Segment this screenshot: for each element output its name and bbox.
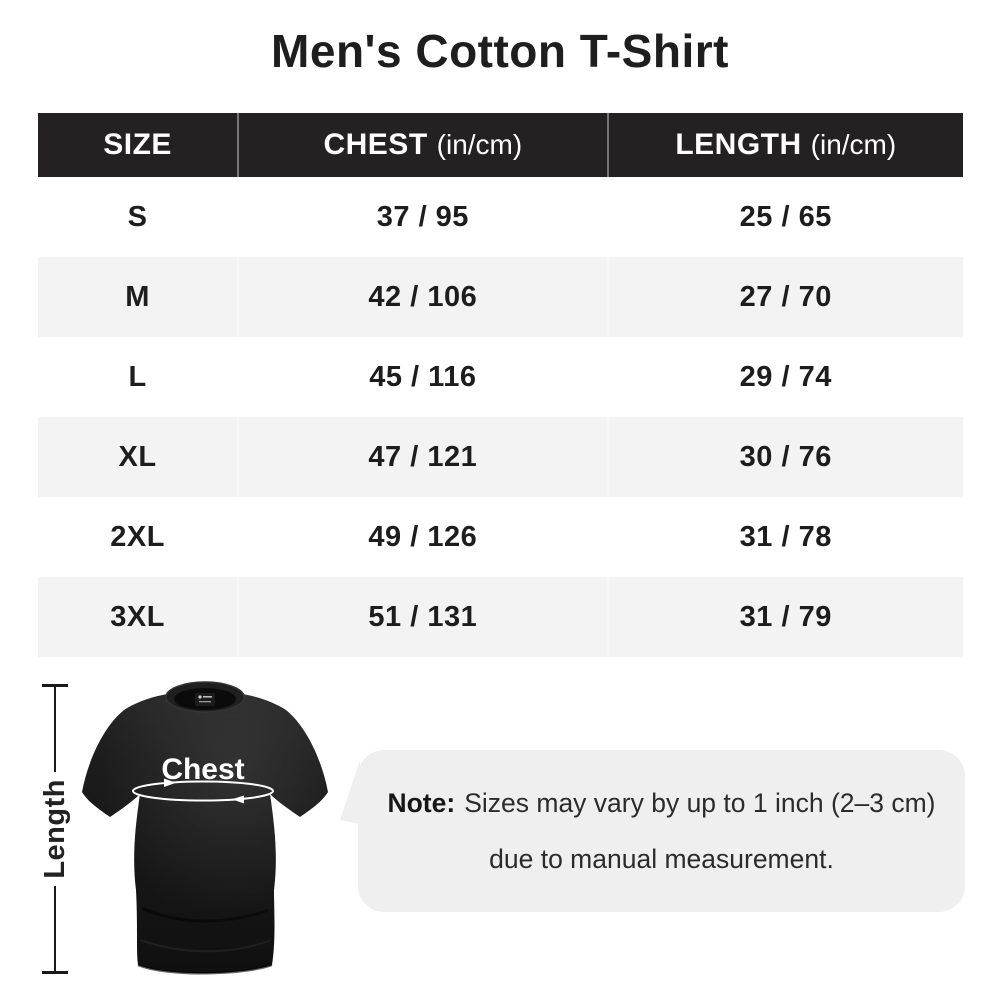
chest-cell: 51 / 131 [237, 577, 606, 657]
length-top-cap [42, 684, 68, 687]
length-cell: 27 / 70 [606, 257, 963, 337]
header-length-unit: (in/cm) [810, 129, 897, 160]
neck-label-text-mark [199, 701, 211, 703]
table-row: 3XL 51 / 131 31 / 79 [38, 577, 963, 657]
size-cell: M [125, 280, 150, 313]
length-cell: 25 / 65 [606, 177, 963, 257]
length-line-lower [53, 885, 57, 971]
size-cell: 3XL [110, 600, 165, 633]
tshirt-svg: Chest [82, 681, 328, 975]
size-cell: 2XL [110, 520, 165, 553]
length-cell: 30 / 76 [606, 417, 963, 497]
table-row: XL 47 / 121 30 / 76 [38, 417, 963, 497]
note-label: Note: [387, 787, 456, 818]
size-table: SIZE CHEST (in/cm) LENGTH (in/cm) S 37 /… [38, 113, 963, 657]
size-cell: XL [118, 440, 157, 473]
tshirt-wrinkle [139, 939, 272, 953]
header-size: SIZE [38, 113, 237, 177]
chest-cell: 47 / 121 [237, 417, 606, 497]
chest-cell: 45 / 116 [237, 337, 606, 417]
note-line-2: due to manual measurement. [489, 843, 834, 874]
page-title: Men's Cotton T-Shirt [271, 25, 729, 77]
chest-measure-arrow-icon [132, 778, 274, 804]
length-cell: 31 / 78 [606, 497, 963, 577]
length-cell: 29 / 74 [606, 337, 963, 417]
header-size-label: SIZE [103, 128, 172, 161]
tshirt-image: Chest [76, 678, 336, 980]
table-row: L 45 / 116 29 / 74 [38, 337, 963, 417]
length-measure-line: Length [38, 684, 71, 974]
neck-label [195, 693, 215, 706]
table-row: M 42 / 106 27 / 70 [38, 257, 963, 337]
note-text-1: Sizes may vary by up to 1 inch (2–3 cm) [464, 787, 936, 818]
header-length: LENGTH (in/cm) [606, 113, 963, 177]
chest-cell: 37 / 95 [237, 177, 606, 257]
table-body: S 37 / 95 25 / 65 M 42 / 106 27 / 70 L 4… [38, 177, 963, 657]
header-chest: CHEST (in/cm) [237, 113, 606, 177]
note-bubble: Note: Sizes may vary by up to 1 inch (2–3… [340, 750, 965, 912]
length-label: Length [38, 779, 71, 879]
tshirt-wrinkle [141, 906, 269, 923]
header-chest-label: CHEST [323, 128, 428, 161]
note-line-1: Note: Sizes may vary by up to 1 inch (2–3… [387, 788, 935, 819]
length-line-upper [53, 687, 57, 773]
size-cell: L [128, 360, 147, 393]
chest-cell: 42 / 106 [237, 257, 606, 337]
header-chest-unit: (in/cm) [436, 129, 523, 160]
size-cell: S [127, 200, 148, 233]
note-bubble-tail [340, 760, 360, 824]
table-header-row: SIZE CHEST (in/cm) LENGTH (in/cm) [38, 113, 963, 177]
chest-cell: 49 / 126 [237, 497, 606, 577]
tshirt-hem-seam [137, 963, 273, 975]
table-row: S 37 / 95 25 / 65 [38, 177, 963, 257]
header-length-label: LENGTH [675, 128, 802, 161]
neck-label-text-mark [203, 696, 212, 698]
table-row: 2XL 49 / 126 31 / 78 [38, 497, 963, 577]
length-cell: 31 / 79 [606, 577, 963, 657]
neck-label-logo-icon [198, 695, 202, 699]
length-bottom-cap [42, 971, 68, 974]
tshirt-highlight [82, 694, 328, 974]
